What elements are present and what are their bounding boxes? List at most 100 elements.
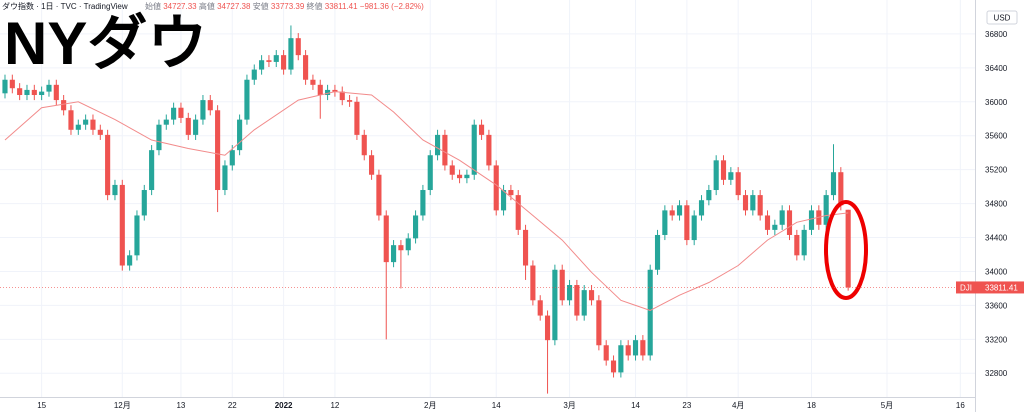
axes: 32800 33200 33600 34000 34400 34800 35200 35600… xyxy=(37,30,1008,410)
close-label: 終値 xyxy=(307,1,323,11)
candle-body xyxy=(347,100,353,102)
y-tick-label: 35600 xyxy=(985,132,1008,141)
candle-body xyxy=(281,55,287,70)
candle-body xyxy=(757,195,763,216)
candle-body xyxy=(339,91,345,101)
candle-body xyxy=(9,79,15,89)
highlight-circle xyxy=(824,200,868,300)
candle-body xyxy=(706,190,712,201)
candle-body xyxy=(354,101,360,135)
y-tick-label: 36000 xyxy=(985,98,1008,107)
x-tick-label: 18 xyxy=(807,401,816,410)
candle-body xyxy=(522,229,529,266)
candle-body xyxy=(610,360,617,373)
candle-body xyxy=(332,89,338,92)
candle-body xyxy=(405,238,411,251)
candle-body xyxy=(449,165,455,175)
candle-body xyxy=(112,184,118,196)
candle-body xyxy=(720,160,727,180)
candle-body xyxy=(207,100,213,111)
candle-body xyxy=(808,210,815,230)
candle-body xyxy=(376,174,382,216)
candle-body xyxy=(317,84,323,96)
candle-body xyxy=(603,345,609,361)
candle-body xyxy=(398,245,404,251)
candle-body xyxy=(552,269,558,341)
x-tick-label: 2022 xyxy=(275,401,293,410)
candle-body xyxy=(574,285,580,316)
candle-body xyxy=(24,89,30,96)
candle-body xyxy=(185,117,191,135)
candle-body xyxy=(478,124,485,135)
moving-average xyxy=(4,91,849,312)
candle-body xyxy=(53,84,59,101)
candle-body xyxy=(325,89,331,96)
candle-body xyxy=(530,265,536,301)
candle-body xyxy=(728,172,734,180)
candle-body xyxy=(303,55,309,80)
x-tick-label: 14 xyxy=(631,401,640,410)
candle-body xyxy=(632,340,639,356)
candle-body xyxy=(200,100,206,120)
candle-body xyxy=(295,38,301,56)
x-tick-label: 3月 xyxy=(563,401,575,410)
candle-body xyxy=(442,134,448,166)
change: −981.36 (−2.82%) xyxy=(360,2,424,11)
candle-body xyxy=(684,205,690,241)
candle-body xyxy=(310,79,316,85)
candle-body xyxy=(500,190,507,211)
x-tick-label: 12月 xyxy=(114,401,131,410)
candle-body xyxy=(559,269,565,301)
candle-body xyxy=(654,234,661,270)
candle-body xyxy=(662,210,668,235)
candle-body xyxy=(46,84,52,92)
candle-body xyxy=(251,69,257,80)
x-tick-label: 5月 xyxy=(881,401,893,410)
candle-body xyxy=(838,172,844,206)
candle-body xyxy=(435,134,441,156)
candle-body xyxy=(566,285,573,301)
x-tick-label: 2月 xyxy=(424,401,436,410)
open-value: 34727.33 xyxy=(163,2,197,11)
y-tick-label: 36400 xyxy=(985,64,1008,73)
candle-body xyxy=(588,290,595,301)
candle-body xyxy=(163,119,169,125)
open-label: 始値 xyxy=(145,1,161,11)
candle-body xyxy=(830,172,837,196)
candle-body xyxy=(369,155,375,175)
currency: USD xyxy=(994,14,1011,23)
candle-body xyxy=(39,91,45,96)
candle-body xyxy=(508,190,514,196)
x-tick-label: 15 xyxy=(37,401,46,410)
grid xyxy=(0,0,975,397)
candle-body xyxy=(537,300,543,316)
candle-body xyxy=(801,229,807,256)
candle-body xyxy=(742,195,749,211)
candle-body xyxy=(383,215,389,263)
candle-body xyxy=(119,184,125,266)
candle-body xyxy=(779,210,785,225)
candle-body xyxy=(141,190,147,216)
last-price: DJI 33811.41 xyxy=(0,281,1024,294)
candle-body xyxy=(420,190,426,216)
candle-body xyxy=(171,107,177,120)
last-price-label: 33811.41 xyxy=(985,283,1018,292)
candle-body xyxy=(156,124,162,151)
candle-body xyxy=(669,210,675,216)
candle-body xyxy=(83,119,89,125)
y-tick-label: 35200 xyxy=(985,166,1008,175)
candle-body xyxy=(266,60,272,62)
x-tick-label: 4月 xyxy=(732,401,744,410)
low-label: 安値 xyxy=(253,1,269,11)
candle-body xyxy=(127,255,133,266)
candle-body xyxy=(75,124,81,130)
candle-body xyxy=(105,134,111,196)
last-price-box xyxy=(956,281,1024,294)
candle-body xyxy=(215,110,221,191)
candle-body xyxy=(61,100,67,111)
candle-body xyxy=(134,215,140,256)
candle-body xyxy=(493,165,499,211)
currency-box[interactable] xyxy=(986,10,1018,25)
y-tick-label: 33600 xyxy=(985,301,1008,310)
